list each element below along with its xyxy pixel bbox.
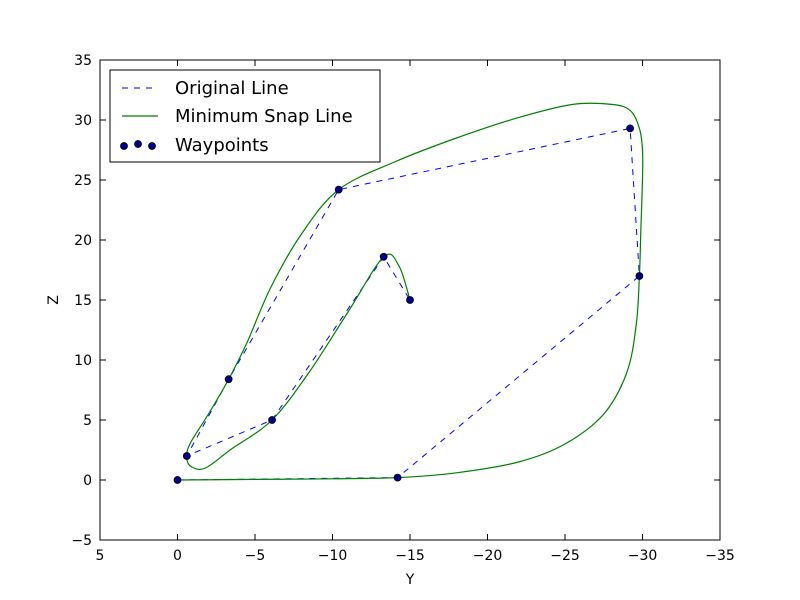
plot-area bbox=[173, 102, 644, 484]
x-tick-label: −10 bbox=[318, 548, 348, 564]
x-tick-label: −35 bbox=[705, 548, 735, 564]
x-tick-label: −15 bbox=[395, 548, 425, 564]
waypoint-marker bbox=[626, 124, 634, 133]
x-axis-label: Y bbox=[405, 572, 415, 588]
x-tick-label: 5 bbox=[96, 548, 105, 564]
x-tick-label: −5 bbox=[245, 548, 266, 564]
legend-swatch-waypoint bbox=[148, 142, 156, 150]
x-tick-label: −25 bbox=[550, 548, 580, 564]
series-group bbox=[173, 102, 644, 484]
legend-label: Minimum Snap Line bbox=[175, 106, 353, 127]
y-tick-label: 35 bbox=[74, 53, 92, 69]
waypoint-marker bbox=[379, 252, 388, 261]
waypoint-marker bbox=[406, 296, 414, 304]
x-tick-label: 0 bbox=[173, 548, 182, 564]
y-axis-label: Z bbox=[46, 295, 62, 305]
y-tick-label: 20 bbox=[74, 233, 92, 249]
series-minimum-snap-line bbox=[177, 102, 644, 481]
y-tick-label: 15 bbox=[74, 293, 92, 309]
series-original-line bbox=[177, 127, 640, 481]
y-tick-label: 25 bbox=[74, 173, 92, 189]
waypoint-marker bbox=[268, 416, 276, 424]
y-tick-label: 5 bbox=[83, 413, 92, 429]
legend-label: Original Line bbox=[175, 78, 289, 99]
waypoint-marker bbox=[635, 272, 644, 280]
y-tick-label: −5 bbox=[71, 533, 92, 549]
y-tick-label: 0 bbox=[83, 473, 92, 489]
x-tick-label: −20 bbox=[473, 548, 503, 564]
waypoint-marker bbox=[173, 476, 182, 484]
legend-label: Waypoints bbox=[175, 135, 269, 156]
legend-swatch-waypoint bbox=[134, 140, 142, 148]
waypoint-marker bbox=[224, 375, 233, 384]
y-tick-label: 30 bbox=[74, 113, 92, 129]
waypoint-marker bbox=[334, 185, 343, 194]
waypoint-marker bbox=[182, 452, 191, 460]
y-tick-label: 10 bbox=[74, 353, 92, 369]
legend: Original Line Minimum Snap Line Waypoints bbox=[109, 69, 381, 163]
legend-swatch-waypoint bbox=[120, 142, 128, 150]
axis-ticks: 5 0 −5 −10 −15 −20 −25 −30 −35 −5 0 5 10 15 20 25 30 35 bbox=[71, 53, 734, 564]
x-tick-label: −30 bbox=[628, 548, 658, 564]
waypoint-marker bbox=[393, 473, 402, 482]
